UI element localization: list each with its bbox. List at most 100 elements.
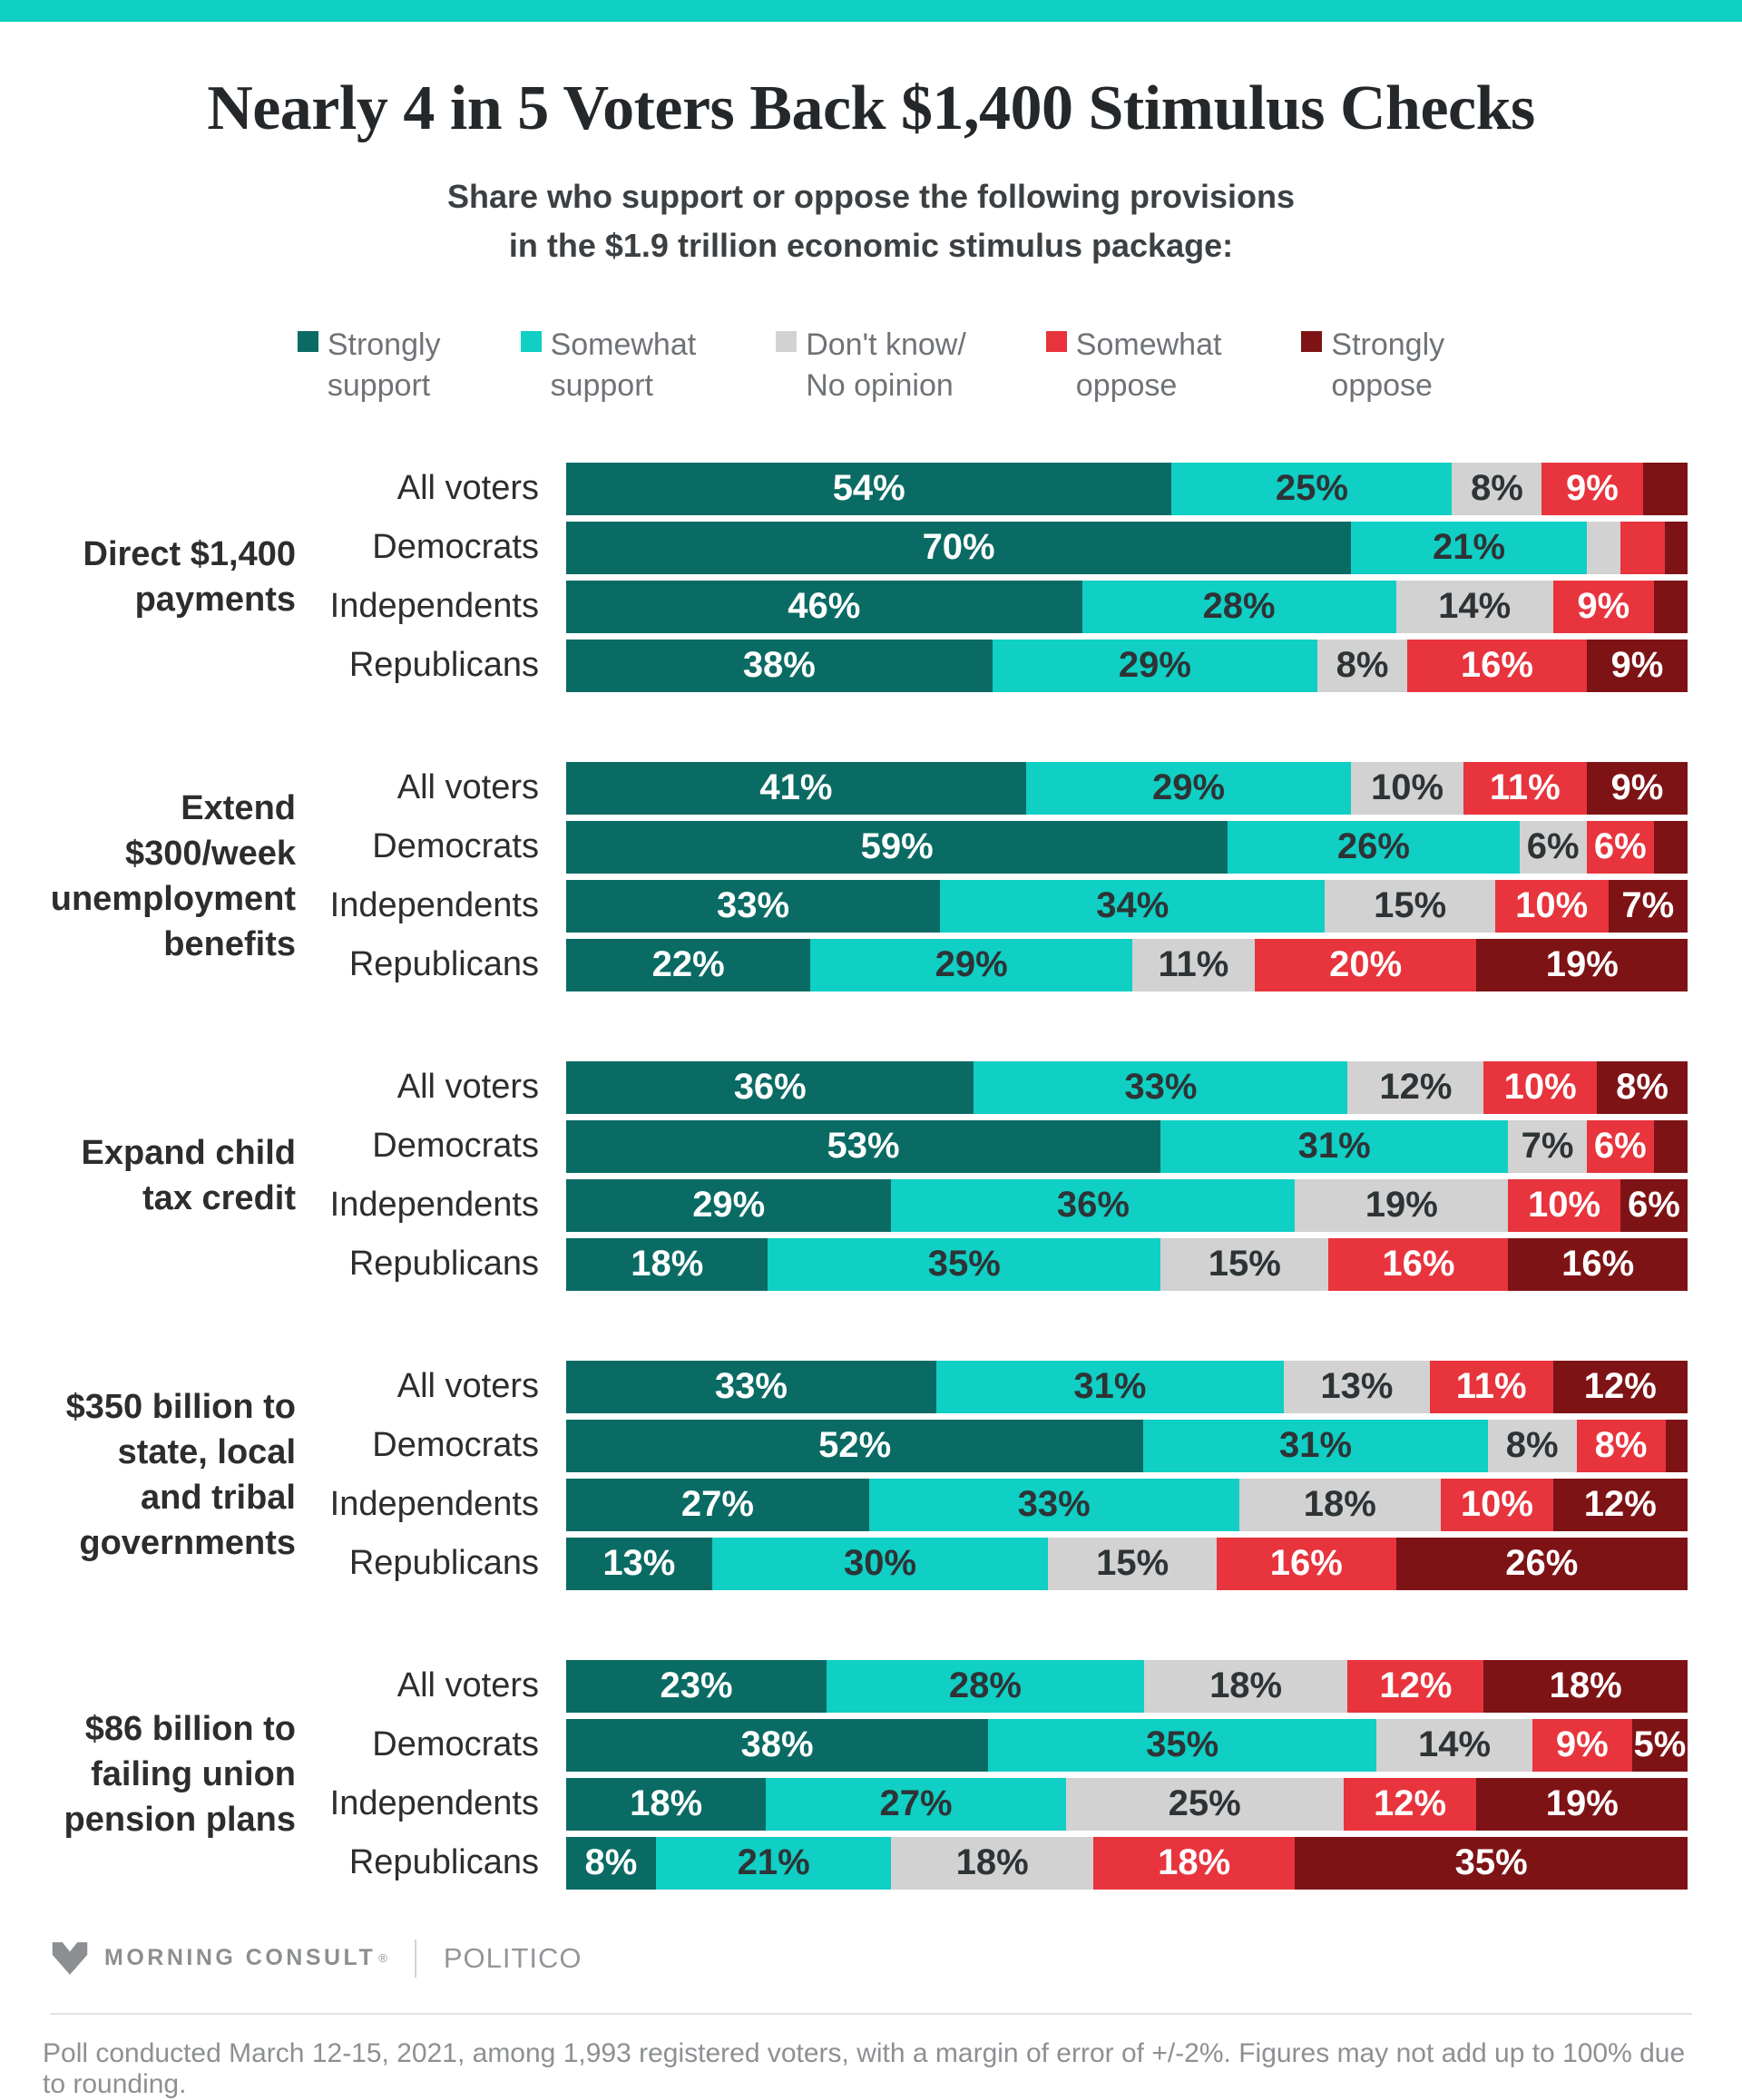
bar-segment-somewhat-oppose: 20%: [1254, 938, 1477, 991]
page-title: Nearly 4 in 5 Voters Back $1,400 Stimulu…: [207, 73, 1535, 143]
bar-row: Democrats 53% 31% 7% 6%: [296, 1119, 1688, 1173]
bar-segment-strongly-oppose: 19%: [1476, 1777, 1688, 1831]
segment-value-label: 19%: [1545, 944, 1619, 985]
segment-value-label: 18%: [1209, 1665, 1283, 1706]
bar-row: All voters 36% 33% 12% 10% 8%: [296, 1060, 1688, 1114]
stacked-bar: 52% 31% 8% 8%: [566, 1419, 1688, 1472]
bar-segment-strongly-oppose: 18%: [1483, 1659, 1688, 1713]
segment-value-label: 16%: [1382, 1244, 1455, 1284]
row-label: Republicans: [348, 646, 539, 685]
row-label: Democrats: [372, 1426, 539, 1465]
legend-swatch-strongly-support: [297, 331, 318, 352]
segment-value-label: 21%: [737, 1842, 810, 1883]
bar-segment-somewhat-oppose: 16%: [1407, 639, 1587, 692]
segment-value-label: 46%: [788, 586, 861, 627]
stacked-bar: 59% 26% 6% 6%: [566, 820, 1688, 874]
segment-value-label: 28%: [948, 1665, 1022, 1706]
bar-segment-strongly-support: 22%: [566, 938, 811, 991]
stacked-bar: 29% 36% 19% 10% 6%: [566, 1178, 1688, 1232]
bar-segment-dont-know: 15%: [1325, 879, 1495, 933]
row-label: Independents: [329, 1784, 539, 1823]
segment-value-label: 29%: [1151, 767, 1226, 808]
bar-segment-dont-know: 11%: [1132, 938, 1255, 991]
segment-value-label: 29%: [692, 1185, 766, 1226]
bar-segment-dont-know: 10%: [1351, 761, 1463, 815]
segment-value-label: 8%: [1616, 1067, 1669, 1108]
segment-value-label: 11%: [1158, 944, 1229, 985]
legend-item-strongly-oppose: Strongly oppose: [1301, 325, 1444, 406]
segment-value-label: 9%: [1566, 468, 1619, 509]
stacked-bar: 36% 33% 12% 10% 8%: [566, 1060, 1688, 1114]
segment-value-label: 33%: [714, 1366, 788, 1407]
provision-group: $86 billion to failing union pension pla…: [36, 1659, 1688, 1890]
bar-segment-somewhat-support: 34%: [940, 879, 1326, 933]
row-label: All voters: [396, 469, 539, 508]
legend-swatch-somewhat-support: [520, 331, 542, 352]
bar-row: Independents 18% 27% 25% 12% 19%: [296, 1777, 1688, 1831]
segment-value-label: 26%: [1336, 826, 1410, 867]
row-label: Democrats: [372, 827, 539, 866]
group-label: Expand child tax credit: [81, 1134, 296, 1218]
bar-segment-somewhat-support: 33%: [974, 1060, 1348, 1114]
segment-value-label: 12%: [1583, 1484, 1657, 1525]
bar-segment-dont-know: 8%: [1487, 1419, 1577, 1472]
legend-label: Somewhat support: [550, 327, 697, 403]
bar-segment-somewhat-oppose: 6%: [1586, 820, 1654, 874]
segment-value-label: 16%: [1561, 1244, 1635, 1284]
bar-segment-strongly-support: 29%: [566, 1178, 892, 1232]
bar-segment-somewhat-oppose: 10%: [1494, 879, 1609, 933]
segment-value-label: 7%: [1521, 1126, 1574, 1167]
bar-segment-strongly-support: 38%: [566, 1718, 989, 1772]
stacked-bar: 38% 29% 8% 16% 9%: [566, 639, 1688, 692]
bar-row: Republicans 18% 35% 15% 16% 16%: [296, 1237, 1688, 1291]
segment-value-label: 25%: [1168, 1783, 1241, 1824]
segment-value-label: 12%: [1583, 1366, 1657, 1407]
bar-segment-somewhat-oppose: 12%: [1343, 1777, 1477, 1831]
segment-value-label: 21%: [1432, 527, 1506, 568]
segment-value-label: 12%: [1379, 1665, 1453, 1706]
bar-segment-somewhat-oppose: 9%: [1532, 1718, 1632, 1772]
bar-segment-strongly-oppose: [1642, 462, 1688, 515]
bar-segment-dont-know: 25%: [1065, 1777, 1344, 1831]
segment-value-label: 15%: [1208, 1244, 1281, 1284]
segment-value-label: 8%: [1470, 468, 1523, 509]
segment-value-label: 12%: [1379, 1067, 1453, 1108]
bar-segment-dont-know: 13%: [1284, 1360, 1430, 1413]
row-label: Republicans: [348, 1843, 539, 1882]
logo-separator: [414, 1939, 416, 1978]
group-label: $86 billion to failing union pension pla…: [64, 1710, 296, 1840]
segment-value-label: 9%: [1577, 586, 1630, 627]
bar-segment-strongly-oppose: 12%: [1552, 1478, 1688, 1531]
segment-value-label: 38%: [740, 1724, 814, 1765]
bar-segment-somewhat-oppose: 9%: [1541, 462, 1643, 515]
bar-row: All voters 33% 31% 13% 11% 12%: [296, 1360, 1688, 1413]
poll-footnote: Poll conducted March 12-15, 2021, among …: [43, 2037, 1686, 2099]
bar-segment-strongly-oppose: [1665, 1419, 1688, 1472]
segment-value-label: 18%: [631, 1244, 704, 1284]
bar-segment-dont-know: 8%: [1317, 639, 1407, 692]
group-rows: All voters 54% 25% 8% 9% Democrats 70% 21% Indep…: [296, 462, 1688, 692]
bar-segment-dont-know: [1586, 521, 1620, 574]
row-label: Democrats: [372, 1725, 539, 1764]
stacked-bar: 8% 21% 18% 18% 35%: [566, 1836, 1688, 1890]
segment-value-label: 16%: [1269, 1543, 1343, 1584]
bar-segment-strongly-oppose: 35%: [1295, 1836, 1688, 1890]
segment-value-label: 33%: [716, 885, 790, 926]
bar-segment-somewhat-oppose: 11%: [1429, 1360, 1553, 1413]
segment-value-label: 30%: [844, 1543, 917, 1584]
segment-value-label: 31%: [1297, 1126, 1371, 1167]
provision-group: $350 billion to state, local and tribal …: [36, 1360, 1688, 1590]
bar-row: Democrats 52% 31% 8% 8%: [296, 1419, 1688, 1472]
segment-value-label: 19%: [1365, 1185, 1438, 1226]
bar-segment-somewhat-support: 33%: [868, 1478, 1239, 1531]
row-label: Independents: [329, 886, 539, 925]
bar-segment-dont-know: 15%: [1048, 1537, 1217, 1590]
bar-segment-strongly-support: 70%: [566, 521, 1352, 574]
bar-row: Republicans 13% 30% 15% 16% 26%: [296, 1537, 1688, 1590]
segment-value-label: 36%: [1056, 1185, 1130, 1226]
bar-segment-strongly-oppose: [1665, 521, 1688, 574]
bar-segment-dont-know: 18%: [1143, 1659, 1348, 1713]
bar-segment-somewhat-support: 36%: [891, 1178, 1296, 1232]
segment-value-label: 14%: [1417, 1724, 1492, 1765]
legend-item-somewhat-support: Somewhat support: [520, 325, 697, 406]
